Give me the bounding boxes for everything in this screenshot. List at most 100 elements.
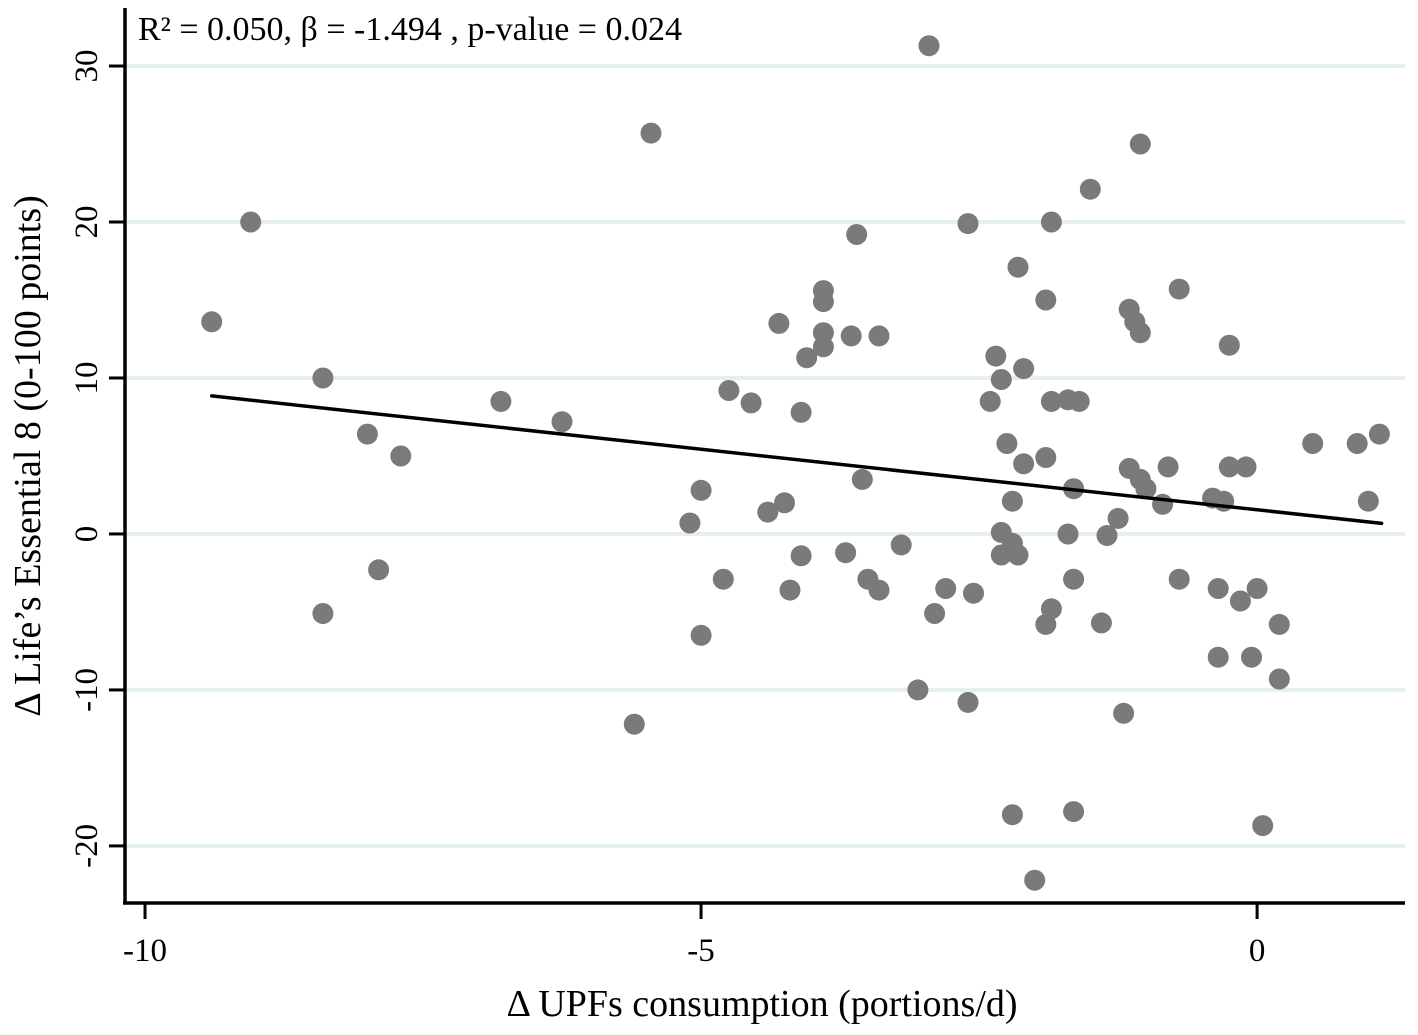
data-point: [1057, 523, 1079, 545]
data-point: [1229, 590, 1251, 612]
data-point: [812, 291, 834, 313]
data-point: [712, 568, 734, 590]
data-point: [768, 312, 790, 334]
data-point: [1013, 358, 1035, 380]
data-point: [1368, 423, 1390, 445]
data-point: [812, 336, 834, 358]
data-point: [907, 679, 929, 701]
data-point: [851, 468, 873, 490]
data-point: [201, 311, 223, 333]
data-point: [990, 369, 1012, 390]
regression-stats-annotation: R² = 0.050, β = -1.494 , p-value = 0.024: [138, 11, 682, 48]
data-point: [1168, 278, 1190, 300]
data-point: [1157, 456, 1179, 478]
y-tick-label--10: -10: [69, 668, 105, 712]
data-point: [846, 224, 868, 245]
data-point: [1040, 390, 1062, 412]
data-point: [679, 512, 701, 534]
data-point: [868, 325, 890, 347]
data-point: [356, 423, 378, 445]
data-point: [1068, 390, 1090, 412]
data-point: [774, 492, 795, 514]
x-tick-label-0: 0: [1249, 933, 1266, 969]
data-point: [1129, 322, 1151, 344]
data-point: [1035, 613, 1057, 635]
data-point: [1013, 453, 1035, 475]
data-point: [868, 579, 890, 601]
data-point: [1063, 801, 1085, 823]
data-point: [1113, 702, 1135, 724]
x-tick-label--5: -5: [687, 933, 715, 969]
y-tick-label-20: 20: [69, 206, 105, 239]
data-point: [1252, 815, 1274, 837]
y-tick-label--20: -20: [69, 824, 105, 868]
data-point: [1268, 668, 1290, 690]
y-tick-label-30: 30: [69, 50, 105, 83]
data-point: [757, 501, 779, 523]
data-point: [1241, 646, 1262, 668]
data-point: [1035, 447, 1057, 468]
data-point: [1268, 613, 1290, 635]
data-point: [368, 559, 390, 581]
data-point: [840, 325, 862, 347]
data-point: [240, 211, 262, 233]
data-point: [551, 411, 573, 433]
data-point: [1207, 646, 1229, 668]
data-point: [1035, 289, 1057, 311]
data-point: [835, 542, 857, 564]
data-point: [979, 390, 1001, 412]
data-point: [996, 433, 1018, 454]
data-point: [924, 603, 946, 624]
data-point: [623, 713, 645, 735]
data-point: [1168, 568, 1190, 590]
data-point: [718, 380, 740, 401]
data-point: [312, 603, 334, 624]
data-point: [1357, 490, 1379, 512]
data-point: [1001, 804, 1023, 826]
data-point: [1107, 507, 1129, 529]
data-point: [390, 445, 412, 467]
data-point: [690, 479, 712, 501]
data-point: [1346, 433, 1368, 454]
x-axis-title: Δ UPFs consumption (portions/d): [506, 983, 1017, 1025]
scatter-points: [201, 35, 1390, 891]
data-point: [640, 122, 662, 144]
data-point: [779, 579, 801, 601]
data-point: [1218, 334, 1240, 356]
data-point: [935, 578, 957, 599]
data-point: [490, 390, 512, 412]
data-point: [796, 347, 818, 369]
axis-ticks: [109, 64, 1259, 919]
y-axis-title: Δ Life’s Essential 8 (0-100 points): [7, 195, 49, 717]
data-point: [1235, 456, 1257, 478]
data-point: [790, 401, 812, 423]
data-point: [312, 367, 334, 389]
data-point: [985, 345, 1007, 367]
gridlines: [125, 64, 1405, 848]
data-point: [1302, 433, 1324, 454]
data-point: [740, 392, 762, 414]
data-point: [1040, 211, 1062, 233]
x-tick-label--10: -10: [123, 933, 167, 969]
data-point: [963, 582, 984, 604]
axis-tick-labels: -10 -5 0 30 20 10 0 -10 -20: [69, 50, 1265, 969]
data-point: [1218, 456, 1240, 478]
data-point: [1007, 256, 1029, 278]
data-point: [790, 545, 812, 567]
data-point: [1207, 578, 1229, 599]
data-point: [1001, 490, 1023, 512]
data-point: [1024, 869, 1046, 891]
y-tick-label-10: 10: [69, 361, 105, 394]
data-point: [1129, 133, 1151, 155]
data-point: [918, 35, 940, 57]
data-point: [690, 624, 712, 646]
data-point: [1007, 544, 1029, 566]
data-point: [1079, 178, 1101, 200]
y-tick-label-0: 0: [69, 526, 105, 543]
data-point: [1063, 568, 1085, 590]
data-point: [1135, 478, 1157, 500]
data-point: [1090, 612, 1112, 634]
regression-line: [209, 394, 1384, 526]
data-point: [1096, 525, 1118, 546]
